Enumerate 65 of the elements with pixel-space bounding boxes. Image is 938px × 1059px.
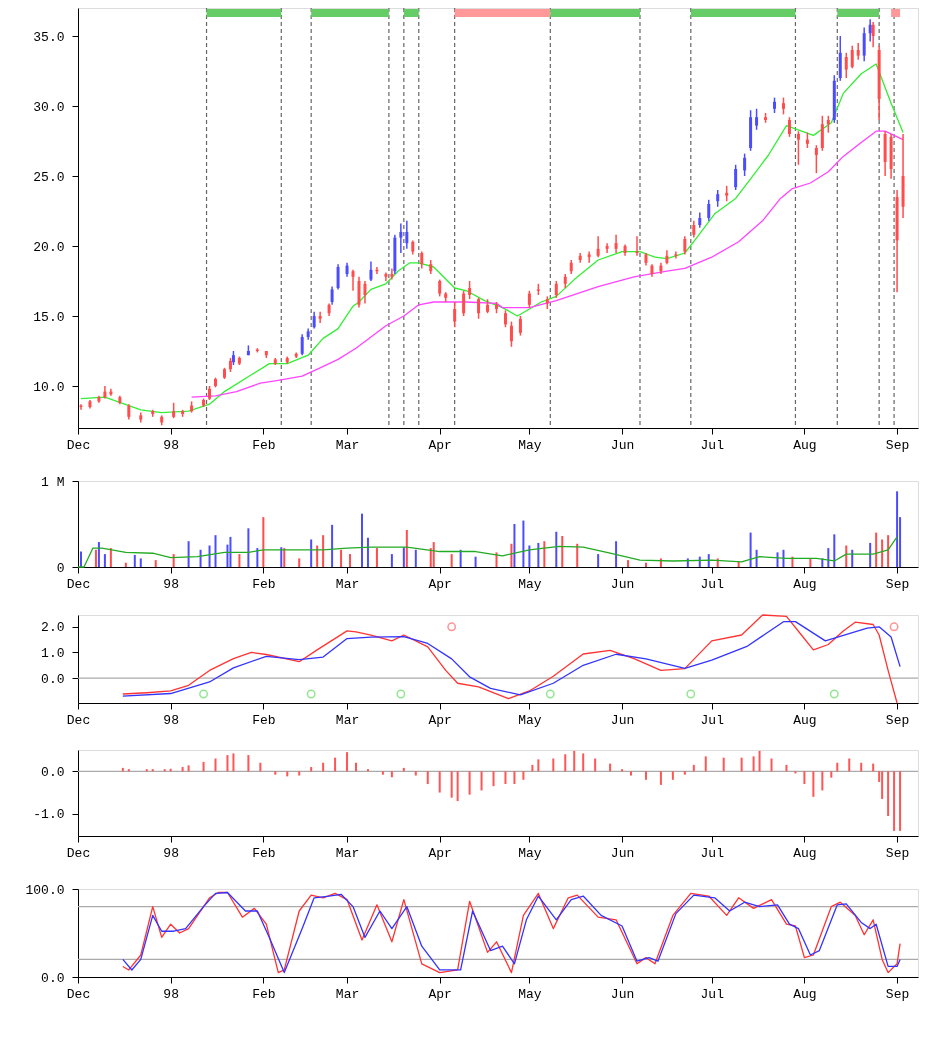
x-tick-label: 98: [163, 845, 179, 861]
x-tick-label: Dec: [66, 576, 91, 592]
y-tick-label: 0.0: [41, 671, 65, 687]
x-tick-label: Aug: [793, 576, 817, 592]
x-tick-label: Apr: [428, 986, 452, 1002]
x-tick-label: Apr: [428, 576, 452, 592]
x-tick-label: Jun: [610, 845, 635, 861]
x-tick-label: Jun: [610, 986, 635, 1002]
x-tick-label: Dec: [66, 986, 91, 1002]
x-tick-label: Sep: [885, 712, 910, 728]
x-tick-label: Apr: [428, 437, 452, 453]
y-tick-label: 25.0: [33, 169, 65, 185]
x-tick-label: Jul: [700, 986, 725, 1002]
x-tick-label: Sep: [885, 576, 910, 592]
x-tick-label: 98: [163, 576, 179, 592]
x-tick-label: Feb: [252, 437, 276, 453]
x-tick-label: Aug: [793, 845, 817, 861]
x-tick-label: May: [518, 845, 542, 861]
x-tick-label: Jun: [610, 576, 635, 592]
y-tick-label: 0.0: [41, 764, 65, 780]
y-tick-label: -1.0: [33, 807, 65, 823]
x-tick-label: Sep: [885, 437, 910, 453]
y-tick-label: 15.0: [33, 309, 65, 325]
y-tick-label: 0: [56, 560, 65, 576]
x-tick-label: May: [518, 576, 542, 592]
x-tick-label: Jul: [700, 845, 725, 861]
x-tick-label: Mar: [335, 845, 360, 861]
x-tick-label: 98: [163, 712, 179, 728]
y-tick-label: 20.0: [33, 239, 65, 255]
y-tick-label: 35.0: [33, 29, 65, 45]
x-tick-label: Feb: [252, 845, 276, 861]
y-tick-label: 0.0: [41, 970, 65, 986]
x-tick-label: Sep: [885, 986, 910, 1002]
x-tick-label: Aug: [793, 986, 817, 1002]
x-tick-label: Jul: [700, 576, 725, 592]
x-tick-label: 98: [163, 437, 179, 453]
x-tick-label: Dec: [66, 712, 91, 728]
x-tick-label: Mar: [335, 986, 360, 1002]
x-tick-label: Aug: [793, 437, 817, 453]
x-tick-label: 98: [163, 986, 179, 1002]
x-tick-label: Mar: [335, 712, 360, 728]
x-tick-label: Jul: [700, 712, 725, 728]
y-tick-label: 100.0: [25, 882, 65, 898]
y-tick-label: 1.0: [41, 645, 65, 661]
x-tick-label: Feb: [252, 986, 276, 1002]
y-tick-label: 2.0: [41, 620, 65, 636]
x-tick-label: May: [518, 986, 542, 1002]
x-tick-label: Jul: [700, 437, 725, 453]
x-tick-label: Feb: [252, 576, 276, 592]
y-tick-label: 30.0: [33, 99, 65, 115]
x-tick-label: May: [518, 437, 542, 453]
x-tick-label: Apr: [428, 712, 452, 728]
x-tick-label: Aug: [793, 712, 817, 728]
y-tick-label: 10.0: [33, 379, 65, 395]
y-tick-label: 1 M: [41, 474, 65, 490]
x-tick-label: Mar: [335, 576, 360, 592]
x-tick-label: Dec: [66, 845, 91, 861]
x-tick-label: Mar: [335, 437, 360, 453]
x-tick-label: Jun: [610, 712, 635, 728]
x-tick-label: Apr: [428, 845, 452, 861]
x-tick-label: May: [518, 712, 542, 728]
x-tick-label: Dec: [66, 437, 91, 453]
x-tick-label: Jun: [610, 437, 635, 453]
x-tick-label: Sep: [885, 845, 910, 861]
x-tick-label: Feb: [252, 712, 276, 728]
